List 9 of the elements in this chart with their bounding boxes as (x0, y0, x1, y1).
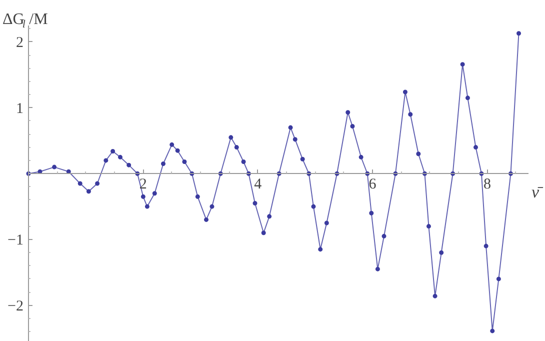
x-axis-title: ν̄ (532, 182, 544, 202)
x-tick-label: 2 (139, 176, 147, 193)
x-tick-label: 8 (483, 176, 491, 193)
x-tick-label: 6 (368, 176, 377, 193)
y-tick-label: 2 (16, 34, 24, 51)
y-tick-label: 1 (16, 100, 24, 117)
y-tick-label: −2 (8, 298, 24, 314)
x-tick-label: 4 (254, 176, 262, 193)
y-tick-label: −1 (8, 232, 24, 248)
